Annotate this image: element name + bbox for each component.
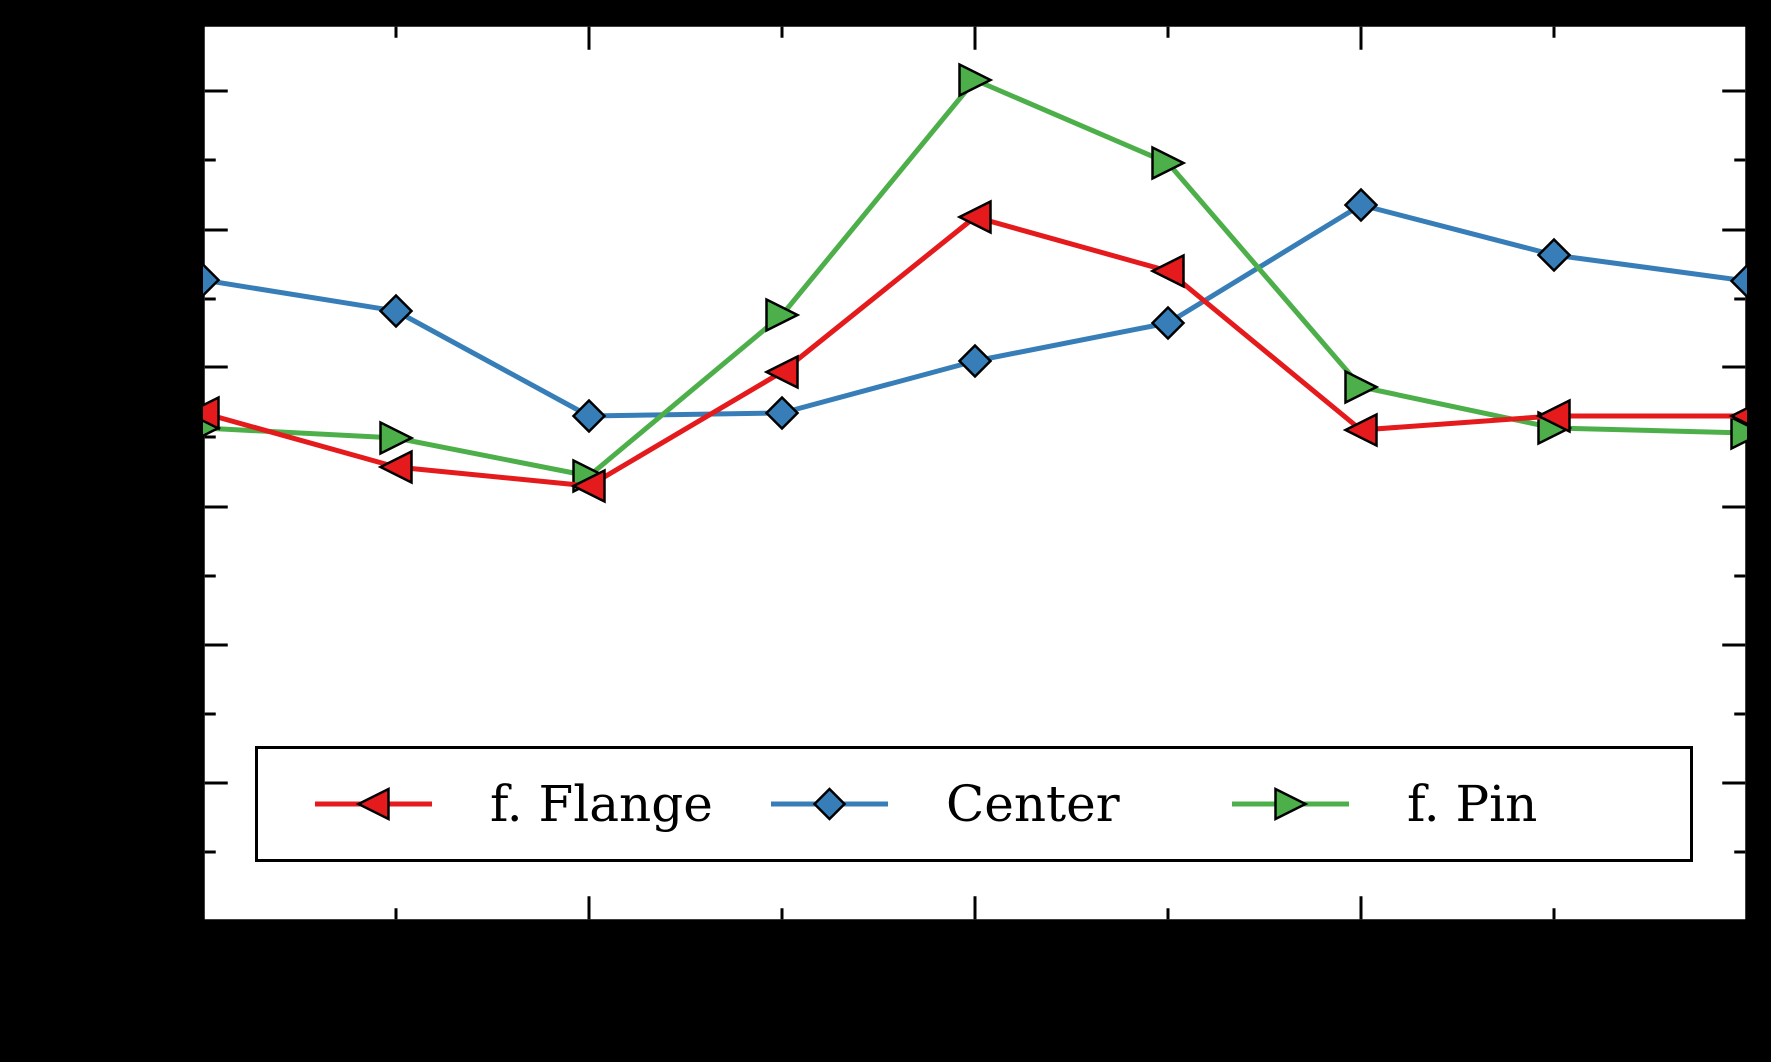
legend-sample-diamond-icon [771,787,888,821]
legend: f. Flange Center f. Pin [255,746,1693,862]
legend-item-f-flange: f. Flange [315,749,713,859]
legend-sample-triangle-left-icon [315,786,432,822]
legend-item-center: Center [771,749,1120,859]
legend-label-center: Center [946,775,1120,833]
legend-item-f-pin: f. Pin [1232,749,1537,859]
legend-sample-triangle-right-icon [1232,786,1349,822]
legend-label-f-flange: f. Flange [490,775,713,833]
legend-label-f-pin: f. Pin [1407,775,1538,833]
